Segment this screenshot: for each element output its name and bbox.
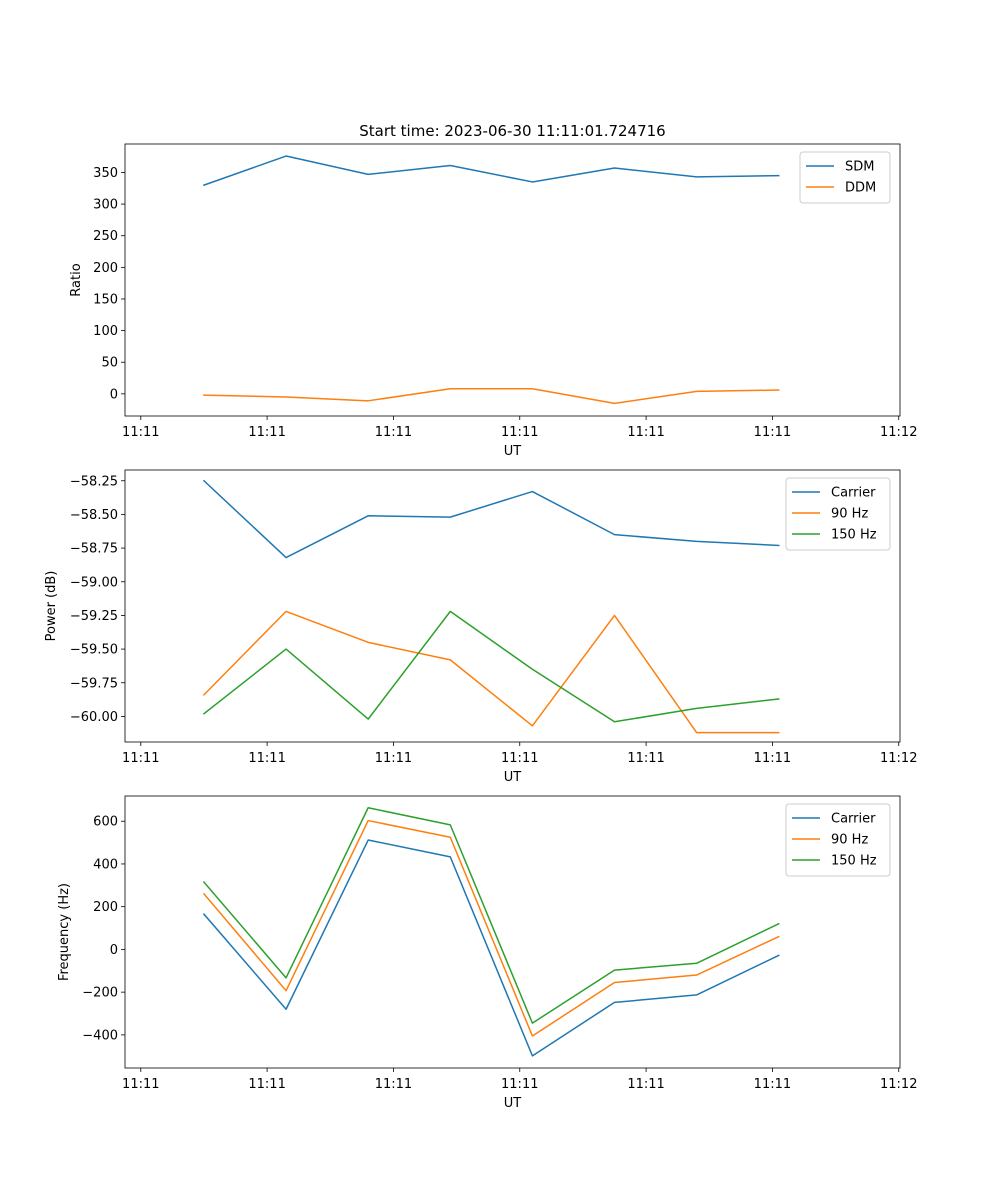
x-tick-label: 11:11	[122, 1077, 159, 1092]
legend-label: 150 Hz	[831, 854, 877, 869]
axes-frame	[124, 469, 901, 743]
legend-label: 90 Hz	[831, 833, 868, 848]
y-tick-label: −59.75	[70, 676, 118, 691]
legend-box	[785, 477, 891, 551]
y-tick-label: 300	[93, 198, 118, 213]
x-tick-label: 11:11	[248, 751, 285, 766]
x-tick-label: 11:11	[627, 425, 664, 440]
legend-box	[785, 803, 891, 877]
y-axis-label: Frequency (Hz)	[57, 883, 72, 981]
y-tick-label: 0	[110, 387, 118, 402]
x-tick-label: 11:11	[501, 751, 538, 766]
x-tick-label: 11:11	[375, 425, 412, 440]
series-line-90-hz	[202, 610, 780, 734]
x-tick-label: 11:11	[375, 1077, 412, 1092]
x-tick-label: 11:11	[627, 751, 664, 766]
subplot-1: 11:11 11:11 11:11 11:11 11:11 11:11 11:12 0 50 10…	[69, 143, 917, 459]
y-tick-label: −200	[82, 986, 118, 1001]
x-axis-label: UT	[504, 444, 522, 459]
y-tick-label: 50	[101, 356, 118, 371]
x-tick-label: 11:11	[754, 1077, 791, 1092]
series-line-90-hz	[202, 819, 780, 1037]
y-tick-label: 0	[110, 943, 118, 958]
subplot-3: 11:11 11:11 11:11 11:11 11:11 11:11 11:12 −400 −…	[57, 795, 917, 1111]
x-tick-label: 11:12	[880, 751, 917, 766]
figure-title: Start time: 2023-06-30 11:11:01.724716	[359, 122, 665, 140]
x-tick-label: 11:11	[122, 751, 159, 766]
y-tick-label: −59.00	[70, 575, 118, 590]
series-line-150-hz	[202, 807, 780, 1024]
x-tick-label: 11:12	[880, 1077, 917, 1092]
y-tick-label: −58.75	[70, 542, 118, 557]
y-tick-label: −60.00	[70, 710, 118, 725]
x-tick-label: 11:12	[880, 425, 917, 440]
legend-label: 150 Hz	[831, 528, 877, 543]
legend-label: 90 Hz	[831, 507, 868, 522]
series-line-carrier	[202, 839, 780, 1057]
series-line-sdm	[202, 155, 780, 187]
legend-box	[799, 151, 891, 204]
x-tick-label: 11:11	[754, 751, 791, 766]
axes-frame	[124, 795, 901, 1069]
x-axis-label: UT	[504, 1096, 522, 1111]
series-line-150-hz	[202, 610, 780, 723]
legend: Carrier 90 Hz 150 Hz	[785, 803, 891, 877]
x-tick-label: 11:11	[501, 1077, 538, 1092]
x-tick-label: 11:11	[754, 425, 791, 440]
legend: SDM DDM	[799, 151, 891, 204]
y-tick-label: −59.25	[70, 609, 118, 624]
y-tick-label: 100	[93, 324, 118, 339]
x-tick-label: 11:11	[122, 425, 159, 440]
x-tick-label: 11:11	[375, 751, 412, 766]
y-tick-label: 200	[93, 261, 118, 276]
y-tick-label: 350	[93, 166, 118, 181]
legend: Carrier 90 Hz 150 Hz	[785, 477, 891, 551]
y-tick-label: 250	[93, 229, 118, 244]
y-axis-label: Ratio	[69, 263, 84, 296]
y-axis-label: Power (dB)	[44, 571, 59, 642]
x-tick-label: 11:11	[627, 1077, 664, 1092]
y-tick-label: 200	[93, 900, 118, 915]
x-tick-label: 11:11	[248, 425, 285, 440]
x-tick-label: 11:11	[248, 1077, 285, 1092]
series-line-carrier	[202, 479, 780, 559]
legend-label: Carrier	[831, 486, 876, 501]
subplots: 11:11 11:11 11:11 11:11 11:11 11:11 11:12 0 50 10…	[44, 143, 917, 1111]
y-tick-label: 150	[93, 292, 118, 307]
y-tick-label: −58.50	[70, 508, 118, 523]
legend-label: SDM	[845, 160, 874, 175]
y-tick-label: 600	[93, 815, 118, 830]
series-line-ddm	[203, 388, 780, 405]
y-tick-label: −400	[82, 1028, 118, 1043]
legend-label: Carrier	[831, 812, 876, 827]
x-tick-label: 11:11	[501, 425, 538, 440]
y-tick-label: 400	[93, 857, 118, 872]
x-axis-label: UT	[504, 770, 522, 785]
legend-label: DDM	[845, 181, 876, 196]
y-tick-label: −59.50	[70, 643, 118, 658]
y-tick-label: −58.25	[70, 474, 118, 489]
subplot-2: 11:11 11:11 11:11 11:11 11:11 11:11 11:12 −60.0…	[44, 469, 917, 785]
axes-frame	[124, 143, 901, 417]
